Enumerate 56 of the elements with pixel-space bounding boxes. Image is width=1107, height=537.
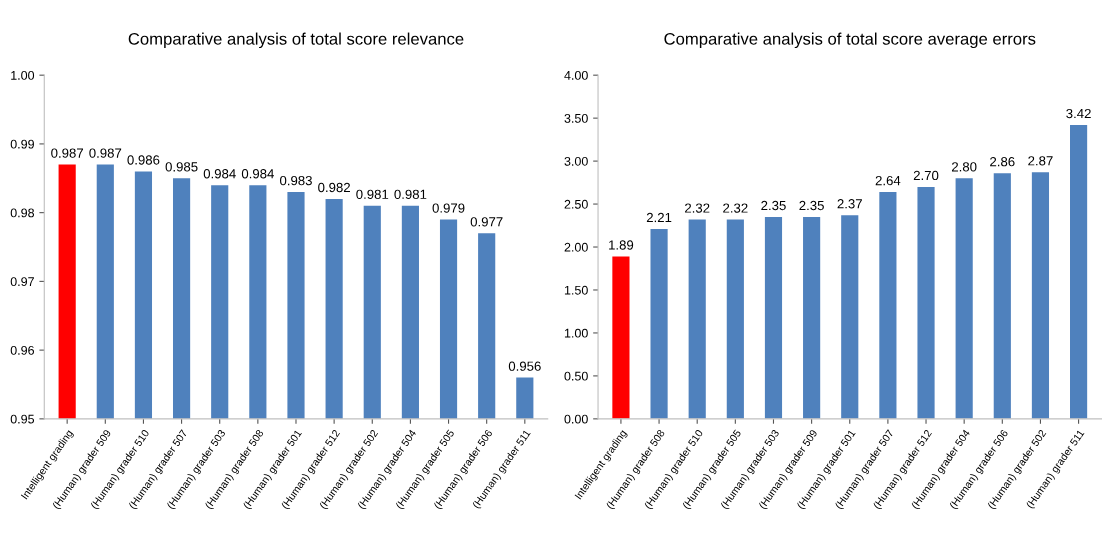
data-label: 2.35 bbox=[799, 200, 824, 211]
y-tick-label: 0.99 bbox=[10, 139, 34, 149]
y-tick-label: 0.98 bbox=[10, 208, 35, 218]
bar bbox=[612, 256, 630, 419]
y-tick-label: 1.00 bbox=[564, 328, 588, 338]
bar bbox=[688, 219, 706, 419]
bar bbox=[764, 216, 783, 419]
y-tick-label: 0.50 bbox=[564, 371, 588, 381]
bar bbox=[841, 215, 859, 419]
data-label: 2.32 bbox=[723, 203, 748, 213]
bar bbox=[1031, 172, 1050, 419]
data-label: 0.982 bbox=[318, 182, 350, 193]
data-label: 2.35 bbox=[761, 200, 786, 211]
bar bbox=[726, 219, 744, 419]
chart-title: Comparative analysis of total score relevance bbox=[128, 32, 464, 49]
y-tick-label: 2.00 bbox=[564, 242, 588, 252]
data-label: 0.987 bbox=[51, 148, 84, 158]
bar bbox=[879, 192, 897, 419]
y-tick-label: 0.95 bbox=[10, 414, 35, 424]
y-tick-label: 0.97 bbox=[10, 277, 34, 287]
data-label: 1.89 bbox=[609, 240, 634, 250]
bar bbox=[650, 228, 668, 419]
data-label: 2.70 bbox=[913, 170, 939, 181]
data-label: 0.981 bbox=[356, 189, 389, 199]
y-tick-label: 2.50 bbox=[564, 199, 588, 209]
data-label: 3.42 bbox=[1066, 108, 1091, 119]
bar bbox=[803, 216, 821, 419]
data-label: 0.987 bbox=[89, 148, 122, 158]
data-label: 0.956 bbox=[508, 361, 541, 371]
bar bbox=[1070, 125, 1088, 419]
data-label: 2.32 bbox=[685, 203, 710, 213]
data-label: 0.979 bbox=[432, 203, 465, 213]
data-label: 2.37 bbox=[837, 199, 862, 209]
bar bbox=[917, 186, 935, 419]
data-label: 2.64 bbox=[875, 175, 901, 186]
data-label: 0.984 bbox=[203, 169, 236, 179]
bar bbox=[993, 173, 1011, 419]
y-tick-label: 0.00 bbox=[564, 414, 588, 424]
data-label: 2.86 bbox=[990, 157, 1015, 167]
data-label: 0.984 bbox=[241, 169, 274, 179]
data-label: 0.985 bbox=[165, 162, 198, 172]
chart-title: Comparative analysis of total score average errors bbox=[664, 32, 1036, 49]
y-tick-label: 1.00 bbox=[11, 70, 35, 80]
data-label: 0.986 bbox=[127, 155, 160, 165]
data-label: 2.80 bbox=[951, 162, 977, 172]
bar bbox=[955, 178, 973, 419]
y-tick-label: 4.00 bbox=[564, 70, 588, 80]
data-label: 0.983 bbox=[280, 175, 312, 186]
data-label: 2.87 bbox=[1028, 156, 1053, 166]
data-label: 0.981 bbox=[394, 189, 427, 199]
y-tick-label: 3.00 bbox=[564, 156, 588, 166]
y-tick-label: 3.50 bbox=[564, 113, 588, 123]
data-label: 0.977 bbox=[470, 217, 503, 227]
y-tick-label: 0.96 bbox=[10, 345, 35, 355]
y-tick-label: 1.50 bbox=[564, 285, 588, 295]
data-label: 2.21 bbox=[646, 212, 672, 223]
